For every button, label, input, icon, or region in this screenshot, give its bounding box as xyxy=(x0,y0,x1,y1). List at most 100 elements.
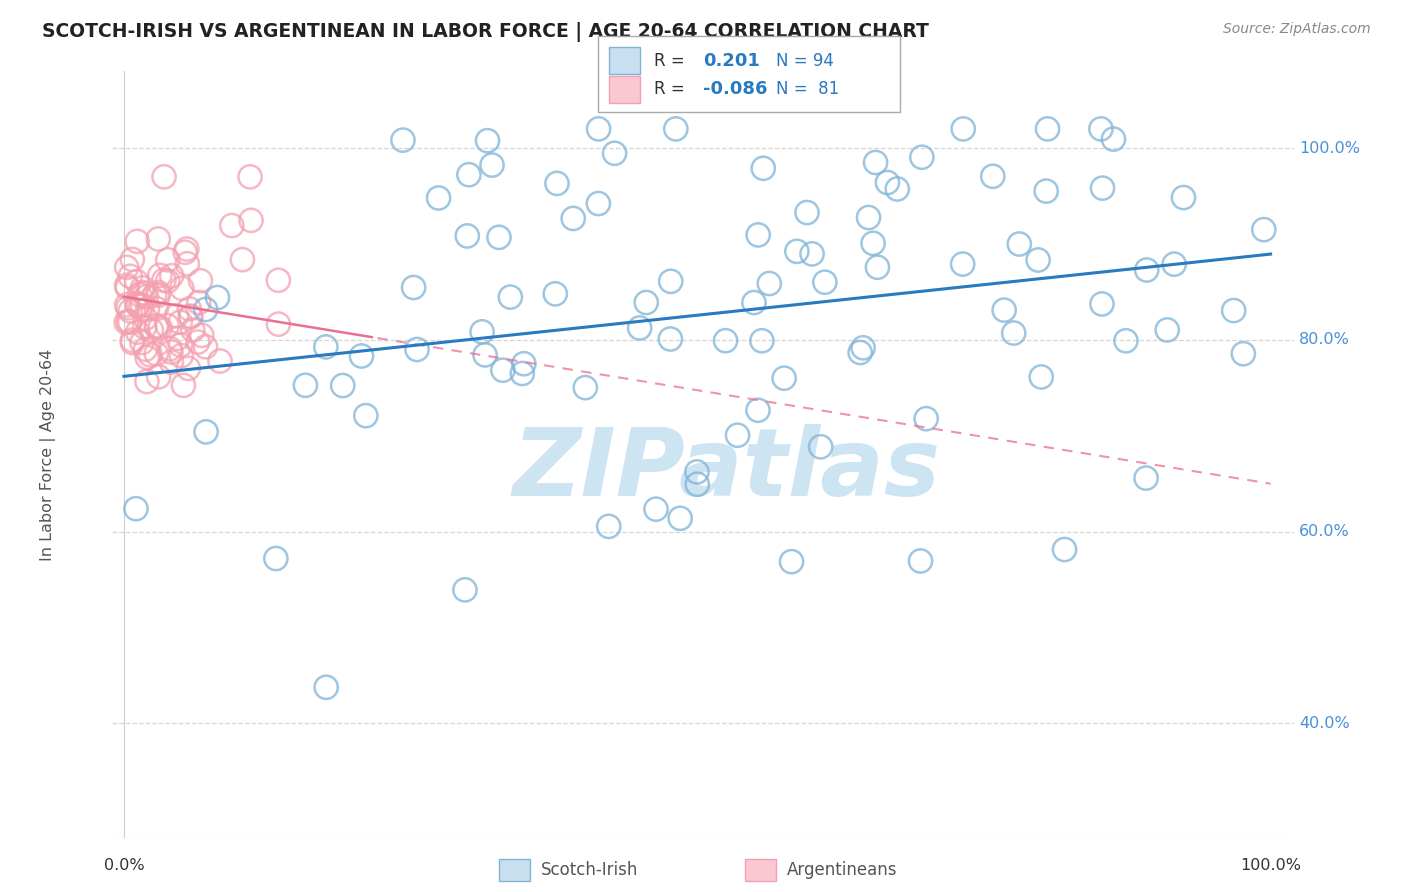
Point xyxy=(135,290,157,304)
Point xyxy=(852,341,875,355)
Text: -0.086: -0.086 xyxy=(703,80,768,98)
Point xyxy=(402,280,425,294)
Point xyxy=(1232,347,1254,361)
Text: N =  81: N = 81 xyxy=(776,80,839,98)
Text: 0.201: 0.201 xyxy=(703,52,759,70)
Point xyxy=(886,182,908,196)
Point xyxy=(145,320,167,334)
Point xyxy=(562,211,585,226)
Point xyxy=(148,288,170,302)
Point xyxy=(488,230,510,244)
Point xyxy=(174,245,197,260)
Point xyxy=(156,318,179,333)
Point xyxy=(1222,303,1244,318)
Text: ZIPatlas: ZIPatlas xyxy=(513,425,941,516)
Point xyxy=(145,346,167,360)
Text: N = 94: N = 94 xyxy=(776,52,834,70)
Point xyxy=(134,343,156,357)
Point xyxy=(127,235,149,249)
Point xyxy=(993,303,1015,318)
Point xyxy=(176,242,198,256)
Point xyxy=(121,335,143,350)
Point xyxy=(645,502,668,516)
Point xyxy=(686,465,709,479)
Point xyxy=(392,133,415,147)
Point xyxy=(143,287,166,301)
Point xyxy=(865,155,887,169)
Point xyxy=(159,342,181,356)
Point xyxy=(406,343,429,357)
Point xyxy=(1091,297,1114,311)
Point xyxy=(659,274,682,288)
Point xyxy=(1035,184,1057,198)
Point xyxy=(1031,370,1053,384)
Point xyxy=(145,301,167,316)
Point xyxy=(686,477,709,491)
Point xyxy=(1173,190,1195,204)
Point xyxy=(115,278,138,293)
Point xyxy=(131,335,153,350)
Point xyxy=(190,328,212,343)
Point xyxy=(773,371,796,385)
Point xyxy=(471,325,494,339)
Point xyxy=(510,367,533,381)
Point xyxy=(117,281,139,295)
Point xyxy=(208,354,231,368)
Text: In Labor Force | Age 20-64: In Labor Force | Age 20-64 xyxy=(39,349,55,561)
Point xyxy=(911,150,934,164)
Point xyxy=(207,291,229,305)
Point xyxy=(231,252,253,267)
Point xyxy=(1156,323,1178,337)
Point xyxy=(915,411,938,425)
Point xyxy=(136,351,159,365)
Point xyxy=(145,318,167,333)
Text: SCOTCH-IRISH VS ARGENTINEAN IN LABOR FORCE | AGE 20-64 CORRELATION CHART: SCOTCH-IRISH VS ARGENTINEAN IN LABOR FOR… xyxy=(42,22,929,42)
Point xyxy=(160,345,183,359)
Point xyxy=(1026,252,1049,267)
Point xyxy=(129,299,152,313)
Point xyxy=(1136,263,1159,277)
Point xyxy=(148,285,170,300)
Point xyxy=(120,269,142,284)
Text: 0.0%: 0.0% xyxy=(104,858,145,872)
Point xyxy=(148,369,170,384)
Point xyxy=(477,134,499,148)
Point xyxy=(546,177,568,191)
Point xyxy=(876,176,898,190)
Point xyxy=(981,169,1004,184)
Text: 100.0%: 100.0% xyxy=(1240,858,1301,872)
Point xyxy=(849,345,872,359)
Point xyxy=(134,286,156,301)
Point xyxy=(240,213,263,227)
Point xyxy=(952,257,974,271)
Point xyxy=(458,168,481,182)
Point xyxy=(456,229,478,244)
Point xyxy=(454,582,477,597)
Point xyxy=(1091,181,1114,195)
Point xyxy=(160,355,183,369)
Point xyxy=(221,219,243,233)
Point xyxy=(1002,326,1025,340)
Point xyxy=(156,252,179,267)
Point xyxy=(481,158,503,172)
Text: R =: R = xyxy=(654,52,690,70)
Point xyxy=(801,247,824,261)
Text: 80.0%: 80.0% xyxy=(1299,333,1350,347)
Point xyxy=(148,232,170,246)
Point xyxy=(187,295,209,310)
Point xyxy=(665,122,688,136)
Point xyxy=(603,146,626,161)
Point xyxy=(128,287,150,301)
Point xyxy=(239,169,262,184)
Point xyxy=(866,260,889,275)
Point xyxy=(332,378,354,392)
Point xyxy=(149,268,172,283)
Point xyxy=(121,333,143,347)
Point xyxy=(858,211,880,225)
Point xyxy=(636,295,658,310)
Point xyxy=(1135,471,1157,485)
Point xyxy=(127,298,149,312)
Text: R =: R = xyxy=(654,80,690,98)
Point xyxy=(315,681,337,695)
Point xyxy=(149,320,172,334)
